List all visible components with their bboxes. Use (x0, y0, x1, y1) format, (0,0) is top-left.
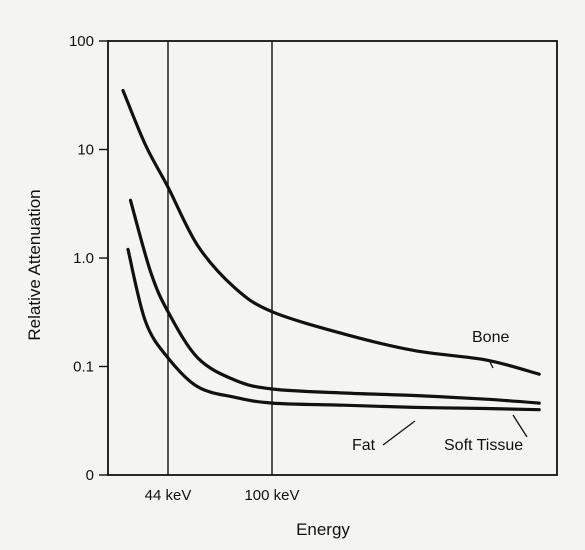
y-tick-label: 0.1 (73, 359, 94, 376)
energy-marker-label: 100 keV (244, 487, 299, 504)
leader-soft-tissue (512, 414, 528, 438)
y-tick-label: 100 (69, 33, 94, 50)
y-axis-label: Relative Attenuation (25, 189, 44, 340)
series-label-fat: Fat (352, 437, 376, 454)
leader-fat (382, 420, 416, 446)
curve-bone (121, 88, 541, 376)
x-axis-label: Energy (296, 520, 350, 539)
y-tick-label: 10 (77, 142, 94, 159)
leader-bone (488, 359, 494, 369)
curve-fat (126, 247, 541, 412)
energy-marker-label: 44 keV (145, 487, 192, 504)
series-label-bone: Bone (472, 329, 509, 346)
y-tick-label: 1.0 (73, 250, 94, 267)
series-label-soft-tissue: Soft Tissue (444, 437, 523, 454)
curve-soft-tissue (128, 198, 541, 405)
y-tick-label: 0 (86, 467, 94, 484)
